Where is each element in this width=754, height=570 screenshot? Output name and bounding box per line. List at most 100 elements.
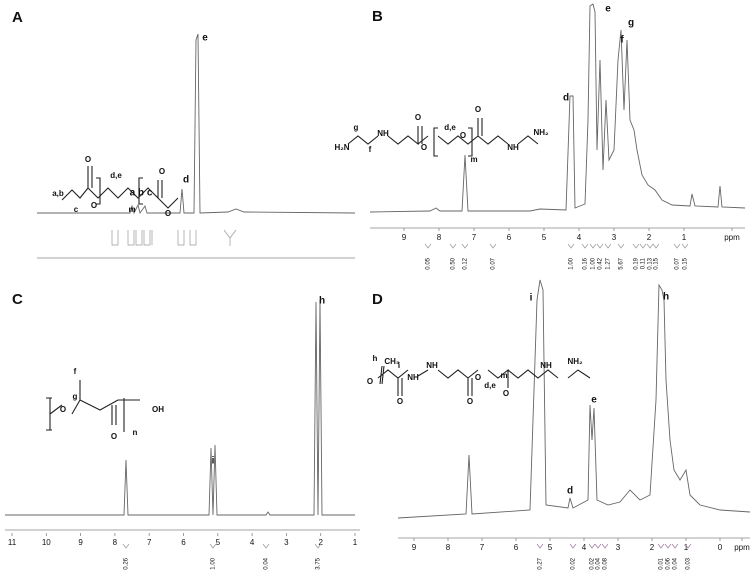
integral-bracket [314,543,322,549]
integral-bracket [681,243,689,249]
integral-label: 0.04 [673,557,679,569]
integral-label: 0.26 [124,557,130,569]
structure-label: O [415,113,421,122]
axis-tick-label: 3 [616,543,621,552]
spectrum [5,299,355,516]
integral-label: 0.42 [598,257,604,269]
structure-label: O [503,389,509,398]
structure-label: NH [407,373,419,382]
peak-label: i [212,456,215,467]
integral-label: 0.11 [641,257,647,269]
axis-tick-label: 5 [542,233,547,242]
structure-label: m [500,371,507,380]
integral-label: 0.07 [491,257,497,269]
axis-tick-label: 1 [682,233,687,242]
integral-bracket [604,243,612,249]
axis-tick-label: 6 [181,538,186,547]
integral-label: 1.00 [569,257,575,269]
integral-label: 0.02 [571,557,577,569]
integral-bracket [684,543,692,549]
structure-label: NH [377,129,389,138]
axis-tick-label: 8 [446,543,451,552]
structure-label: d,e [484,381,496,390]
integral-label: 0.15 [683,257,689,269]
panel-label: B [372,8,383,25]
peak-label: h [663,292,669,303]
integral-bracket [449,243,457,249]
peak-label: g [628,18,634,29]
axis-tick-label: 9 [412,543,417,552]
spectrum [397,279,751,519]
peak-label: d [567,486,573,497]
panel-label: C [12,291,23,308]
structure-label: O [397,397,403,406]
integral-marks [111,229,237,246]
peak-label: d [563,93,569,104]
integral-bracket [424,243,432,249]
integral-label: 5.67 [619,257,625,269]
axis-tick-label: 6 [514,543,519,552]
structure-label: O [467,397,473,406]
integral-bracket [646,243,654,249]
axis-tick-label: 7 [472,233,477,242]
integral-label: 0.04 [264,557,270,569]
integral-bracket [664,543,672,549]
integral-bracket [581,243,589,249]
structure-label: n [133,428,138,437]
axis-tick-label: 3 [612,233,617,242]
integral-label: 0.06 [666,557,672,569]
molecule [61,166,179,209]
integral-bracket [657,543,665,549]
structure-label: NH [540,361,552,370]
structure-label: g [354,123,359,132]
spectrum [369,3,746,213]
peak-label: h [319,296,325,307]
axis-tick-label: 7 [480,543,485,552]
integral-bracket [632,243,640,249]
integral-label: 0.12 [463,257,469,269]
integral-bracket [209,543,217,549]
axis-tick-label: 8 [113,538,118,547]
panel-label: A [12,9,23,26]
integral-bracket [639,243,647,249]
integral-bracket [594,543,602,549]
structure-label: O [159,167,165,176]
integral-label: 0.05 [426,257,432,269]
structure-label: NH₂ [533,128,549,137]
structure-label: O [91,201,97,210]
axis-tick-label: 2 [650,543,655,552]
panel-b [347,3,746,229]
integral-bracket [536,543,544,549]
structure-label: a,b [52,189,64,198]
integral-bracket [489,243,497,249]
spectrum [37,33,356,215]
structure-label: h [373,354,378,363]
panel-a [37,33,356,259]
peak-label: e [202,33,208,44]
structure-label: NH [426,361,438,370]
structure-label: O [421,143,427,152]
integral-label: 0.08 [603,557,609,569]
peak-label: i [530,293,533,304]
structure-label: d,e [110,171,122,180]
structure-label: O [460,131,466,140]
molecule [377,365,591,396]
axis-tick-label: ppm [734,543,750,552]
axis-tick-label: 9 [78,538,83,547]
integral-label: 0.16 [583,257,589,269]
axis-tick-label: 8 [437,233,442,242]
integral-label: 0.13 [648,257,654,269]
integral-bracket [569,543,577,549]
integral-label: 0.27 [538,557,544,569]
integral-label: 0.02 [590,557,596,569]
axis-tick-label: 4 [250,538,255,547]
structure-label: O [475,373,481,382]
integral-bracket [596,243,604,249]
panel-label: D [372,291,383,308]
axis-tick-label: 1 [353,538,358,547]
integral-label: 1.27 [606,257,612,269]
peak-label: e [605,4,611,15]
molecule [46,380,140,432]
integral-bracket [262,543,270,549]
